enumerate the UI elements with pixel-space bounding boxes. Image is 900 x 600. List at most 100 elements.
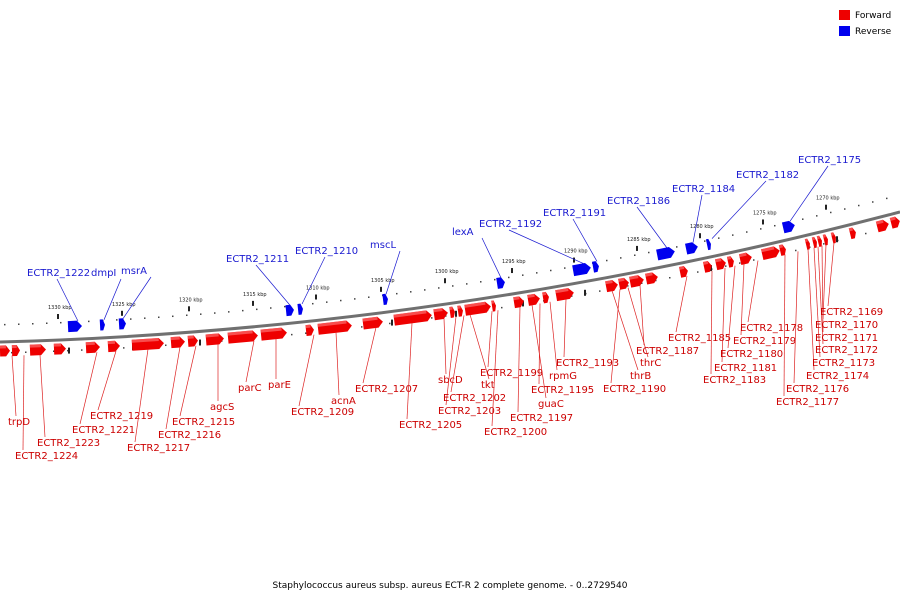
forward-leader-line (710, 270, 713, 375)
gene-highlight (822, 234, 826, 238)
forward-gene (187, 335, 198, 347)
reverse-gene (705, 238, 711, 251)
forward-gene (464, 301, 491, 316)
scale-dot (599, 290, 601, 292)
scale-dot (571, 295, 573, 297)
forward-leader-line (563, 298, 567, 358)
forward-gene-label: tkt (481, 380, 495, 391)
map-caption: Staphylococcus aureus subsp. aureus ECT-… (273, 581, 628, 591)
gene-highlight (778, 244, 784, 249)
scale-dot (410, 291, 412, 293)
forward-leader-line (134, 349, 149, 443)
scale-dot (53, 350, 55, 352)
scale-dot (18, 323, 20, 325)
major-tick (121, 310, 123, 316)
scale-dot (312, 302, 314, 305)
reverse-gene-label: ECTR2_1182 (736, 170, 799, 181)
major-tick (380, 286, 382, 292)
gene-labels: ECTR2_1222 dmpI msrA ECTR2_1211 ECTR2_1210 ms… (8, 155, 883, 462)
reverse-leader-line (692, 194, 703, 243)
reverse-gene (67, 320, 82, 333)
reverse-gene-body (67, 320, 82, 333)
scale-dot (81, 349, 83, 351)
scale-dot (60, 321, 62, 324)
scale-dot (368, 296, 370, 298)
gene-highlight (848, 227, 853, 232)
gene-highlight (513, 296, 520, 301)
gene-highlight (187, 335, 194, 339)
forward-gene (726, 256, 734, 268)
gene-highlight (726, 256, 732, 260)
scale-dot (746, 231, 748, 233)
forward-gene (205, 333, 224, 346)
scale-dot (438, 287, 440, 289)
forward-leader-line (245, 340, 255, 383)
scale-dot (144, 317, 146, 319)
scale-dot (32, 323, 34, 325)
forward-leader-line (807, 248, 815, 371)
gene-highlight (804, 238, 808, 243)
reverse-gene-label: ECTR2_1186 (607, 196, 670, 207)
scale-dot (886, 197, 888, 200)
forward-leader-line (531, 304, 547, 399)
scale-dot (431, 317, 433, 319)
forward-gene (738, 252, 752, 265)
forward-gene (107, 340, 120, 353)
forward-gene-label: ECTR2_1174 (806, 371, 869, 382)
scale-dot (641, 282, 643, 284)
scale-dot (830, 211, 832, 214)
scale-dot (648, 251, 650, 254)
scale-dot (774, 224, 776, 227)
forward-gene-label: ECTR2_1205 (399, 420, 462, 431)
reverse-gene (592, 261, 599, 273)
forward-gene (811, 236, 817, 249)
forward-gene-label: ECTR2_1171 (815, 333, 878, 344)
minor-tick (584, 289, 586, 296)
reverse-gene-label: ECTR2_1210 (295, 246, 358, 257)
gene-highlight (227, 330, 253, 336)
tick-label: 1275 kbp (753, 210, 777, 216)
reverse-leader-line (572, 218, 598, 262)
reverse-gene-label: mscL (370, 240, 396, 251)
forward-leader-line (611, 290, 639, 371)
scale-dot (340, 299, 342, 302)
scale-dot (697, 271, 699, 273)
gene-highlight (464, 301, 486, 308)
scale-dot (424, 289, 426, 291)
scale-dot (753, 259, 755, 261)
reverse-gene-label: dmpI (91, 268, 116, 279)
scale-dot (361, 326, 363, 328)
scale-dot (186, 314, 188, 317)
scale-dot (284, 305, 286, 308)
scale-dot (634, 254, 636, 256)
reverse-leader-line (56, 278, 79, 322)
forward-gene (816, 235, 822, 247)
forward-gene-label: ECTR2_1221 (72, 425, 135, 436)
gene-highlight (170, 336, 180, 341)
tick-label: 1305 kbp (371, 278, 395, 284)
scale-dot (256, 308, 258, 311)
reverse-gene-label: msrA (121, 266, 147, 277)
gene-highlight (714, 258, 722, 263)
scale-dot (354, 298, 356, 300)
forward-gene (822, 234, 828, 246)
scale-dot (158, 316, 160, 319)
tick-label: 1330 kbp (48, 305, 72, 311)
forward-gene (305, 324, 314, 337)
reverse-gene (781, 220, 795, 234)
reverse-gene-body (572, 263, 591, 277)
scale-dot (326, 301, 328, 303)
forward-gene-label: ECTR2_1203 (438, 406, 501, 417)
forward-leader-line (22, 355, 25, 451)
forward-gene (875, 219, 889, 233)
forward-gene (433, 308, 448, 321)
reverse-gene-body (118, 318, 126, 330)
forward-gene-label: ECTR2_1172 (815, 345, 878, 356)
scale-dot (116, 319, 118, 321)
scale-dot (823, 243, 825, 245)
major-tick (315, 294, 317, 300)
forward-gene-body (393, 310, 432, 326)
forward-gene (513, 296, 524, 309)
reverse-leader-line (508, 229, 585, 265)
